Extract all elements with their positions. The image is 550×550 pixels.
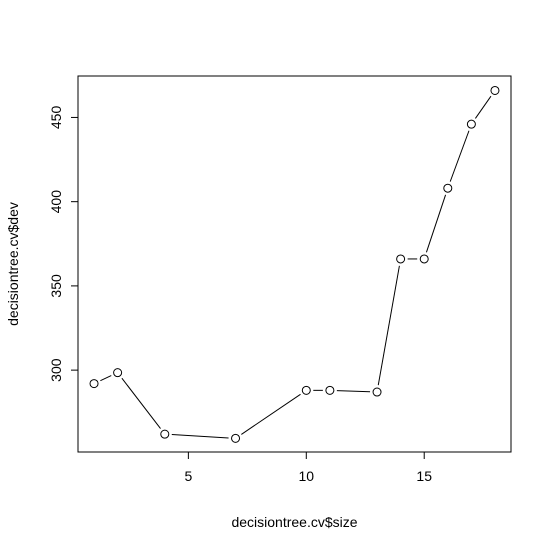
data-point (490, 85, 500, 95)
data-point (231, 433, 241, 443)
data-point (160, 429, 170, 439)
data-point (325, 385, 335, 395)
series-line-segment (336, 390, 371, 393)
x-axis: 5 10 15 (184, 451, 432, 484)
x-axis-label: decisiontree.cv$size (231, 514, 357, 530)
x-tick-label: 15 (416, 468, 432, 484)
data-point (113, 368, 123, 378)
data-point (443, 183, 453, 193)
x-tick-label: 5 (184, 468, 192, 484)
y-tick-label: 450 (48, 106, 64, 130)
series-line-segment (100, 375, 112, 382)
y-axis-label: decisiontree.cv$dev (5, 202, 21, 326)
y-tick-label: 300 (48, 358, 64, 382)
data-point (372, 387, 382, 397)
series-line-segment (377, 265, 400, 386)
series-line-segment (121, 377, 161, 429)
plot-box (77, 75, 512, 453)
series-line-segment (449, 130, 470, 182)
series-points (89, 85, 500, 443)
data-point (396, 254, 406, 264)
series-line-segment (171, 434, 229, 439)
data-point (89, 379, 99, 389)
series-line-segment (241, 393, 301, 435)
series-lines (100, 95, 492, 439)
y-tick-label: 350 (48, 274, 64, 298)
series-line-segment (474, 95, 492, 119)
y-tick-label: 400 (48, 190, 64, 214)
data-point (419, 254, 429, 264)
data-point (466, 119, 476, 129)
data-point (301, 385, 311, 395)
x-tick-label: 10 (299, 468, 315, 484)
series-line-segment (425, 194, 447, 253)
y-axis: 300 350 400 450 (48, 106, 79, 382)
